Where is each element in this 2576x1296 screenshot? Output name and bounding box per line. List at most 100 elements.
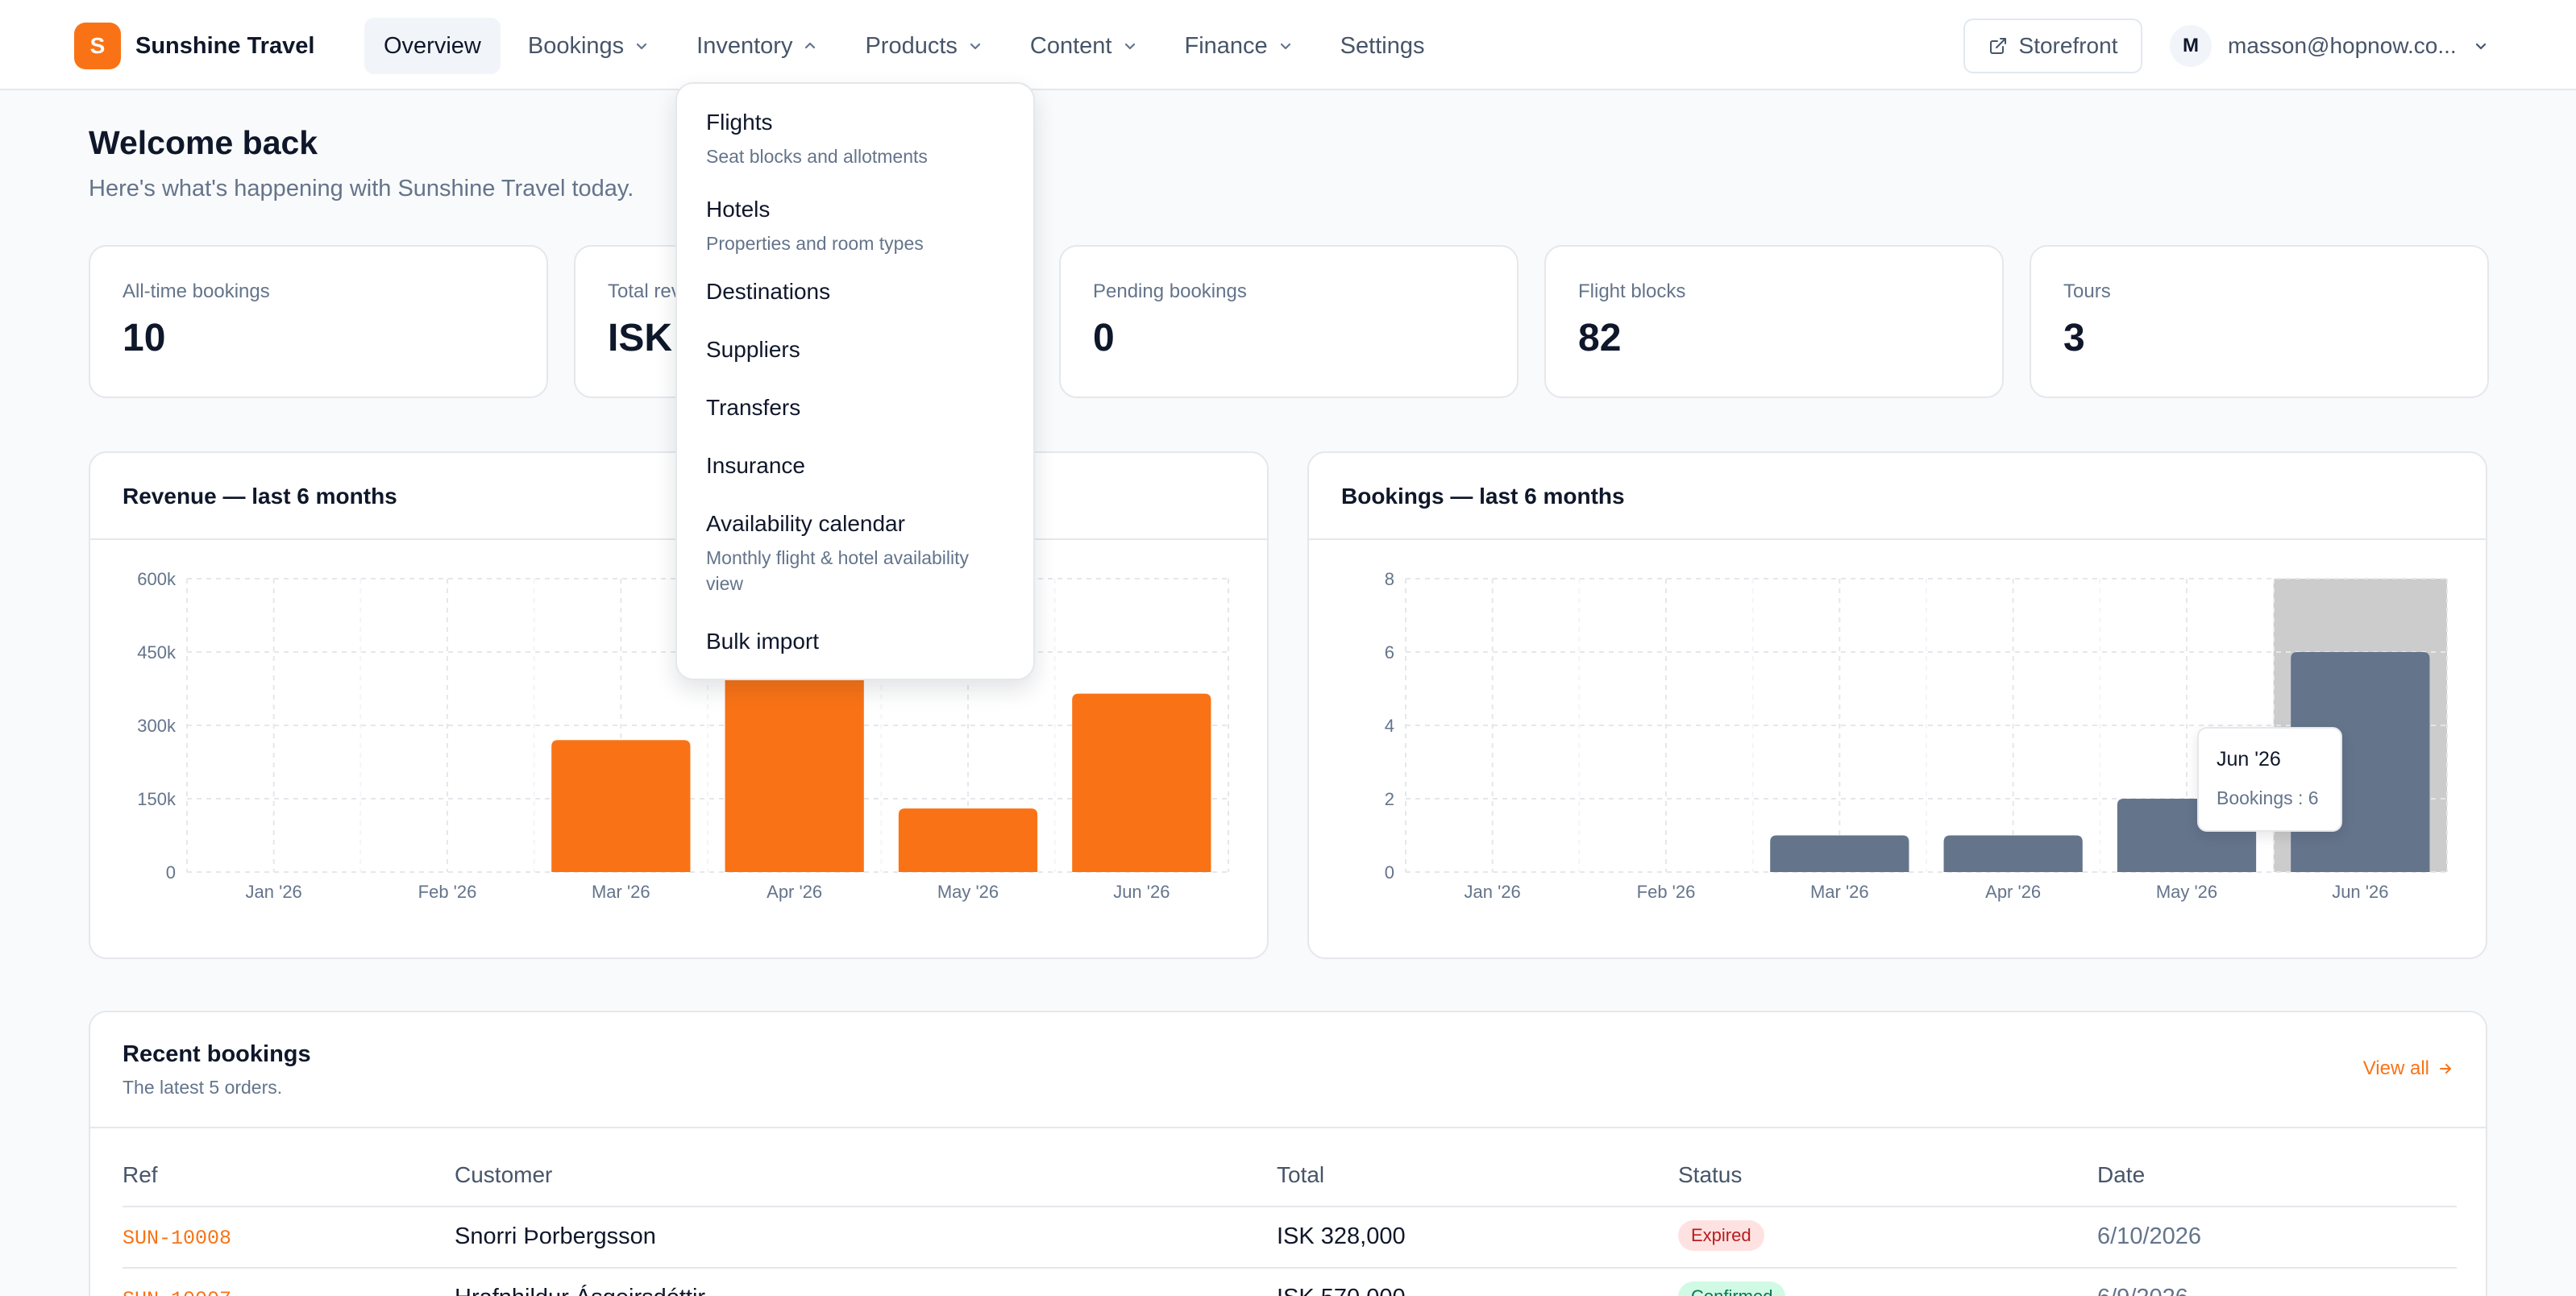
- nav-item-content[interactable]: Content: [1011, 18, 1157, 74]
- bookings-chart-title: Bookings — last 6 months: [1309, 453, 2486, 540]
- view-all-label: View all: [2362, 1057, 2429, 1079]
- table-row[interactable]: SUN-10008 Snorri Þorbergsson ISK 328,000 Ex…: [123, 1207, 2457, 1269]
- bar-jun-26[interactable]: [1072, 693, 1211, 872]
- y-tick-label: 150k: [137, 789, 177, 809]
- y-tick-label: 300k: [137, 716, 177, 736]
- y-tick-label: 6: [1385, 642, 1394, 663]
- nav-item-overview[interactable]: Overview: [364, 18, 501, 74]
- avatar: M: [2170, 25, 2212, 67]
- menu-item-title: Transfers: [706, 395, 801, 420]
- x-tick-label: Feb '26: [1637, 882, 1696, 902]
- nav-item-bookings[interactable]: Bookings: [509, 18, 669, 74]
- total-cell: ISK 328,000: [1277, 1223, 1406, 1249]
- menu-item-hotels[interactable]: Hotels Properties and room types: [706, 197, 1004, 256]
- x-tick-label: Jan '26: [1465, 882, 1521, 902]
- stat-value: 82: [1578, 317, 1622, 359]
- menu-item-description: Monthly flight & hotel availability view: [706, 547, 969, 594]
- nav-item-label: Products: [865, 32, 958, 59]
- menu-item-title: Bulk import: [706, 629, 820, 654]
- menu-item-insurance[interactable]: Insurance: [706, 453, 805, 479]
- bar-apr-26[interactable]: [1943, 835, 2083, 873]
- stat-value: 0: [1093, 317, 1115, 359]
- total-cell: ISK 570,000: [1277, 1285, 1406, 1296]
- nav-item-finance[interactable]: Finance: [1165, 18, 1313, 74]
- column-header-total: Total: [1277, 1162, 1325, 1187]
- view-all-link[interactable]: View all: [2363, 1057, 2453, 1080]
- tooltip-value: Bookings : 6: [2217, 787, 2319, 808]
- chart-tooltip: Jun '26 Bookings : 6: [2197, 727, 2342, 832]
- user-menu[interactable]: M masson@hopnow.co...: [2170, 23, 2489, 69]
- bar-mar-26[interactable]: [551, 740, 691, 872]
- customer-cell: Hrafnhildur Ásgeirsdóttir: [455, 1285, 705, 1296]
- x-tick-label: Apr '26: [1985, 882, 2041, 902]
- menu-item-title: Flights: [706, 110, 773, 135]
- stat-value: 10: [123, 317, 166, 359]
- page-title: Welcome back: [89, 124, 318, 161]
- y-tick-label: 450k: [137, 642, 177, 663]
- y-tick-label: 2: [1385, 789, 1394, 809]
- menu-item-transfers[interactable]: Transfers: [706, 395, 800, 421]
- y-tick-label: 0: [1385, 862, 1394, 883]
- y-tick-label: 4: [1385, 716, 1394, 736]
- table-row[interactable]: SUN-10007 Hrafnhildur Ásgeirsdóttir ISK 57…: [123, 1269, 2457, 1296]
- stat-card-flight-blocks: Flight blocks 82: [1544, 245, 2004, 398]
- brand-logo: S: [74, 23, 121, 69]
- chevron-down-icon: [970, 43, 981, 50]
- column-header-customer: Customer: [455, 1162, 553, 1187]
- bar-may-26[interactable]: [898, 808, 1038, 872]
- table-header-row: Ref Customer Total Status Date: [123, 1128, 2457, 1207]
- chevron-down-icon: [1280, 43, 1290, 50]
- menu-item-title: Destinations: [706, 279, 831, 304]
- y-tick-label: 0: [166, 862, 176, 883]
- inventory-dropdown-menu: Flights Seat blocks and allotments Hotels P…: [675, 82, 1035, 680]
- x-tick-label: Feb '26: [418, 882, 477, 902]
- menu-item-title: Availability calendar: [706, 511, 905, 536]
- stat-label: Tours: [2063, 280, 2111, 302]
- x-tick-label: Mar '26: [592, 882, 650, 902]
- x-tick-label: Mar '26: [1810, 882, 1869, 902]
- storefront-button[interactable]: Storefront: [1963, 19, 2142, 73]
- bookings-table: Ref Customer Total Status Date SUN-10008 Snorr…: [123, 1128, 2457, 1296]
- chevron-up-icon: [805, 42, 816, 49]
- nav-item-label: Finance: [1184, 32, 1268, 59]
- recent-bookings-header: Recent bookings The latest 5 orders. Vie…: [90, 1012, 2486, 1128]
- customer-cell: Snorri Þorbergsson: [455, 1223, 656, 1249]
- external-link-icon: [1989, 38, 2006, 54]
- status-badge: Expired: [1678, 1220, 1764, 1251]
- nav-item-label: Settings: [1340, 32, 1425, 59]
- stat-label: Flight blocks: [1578, 280, 1686, 302]
- nav-item-inventory[interactable]: Inventory: [677, 18, 837, 74]
- recent-bookings-subtitle: The latest 5 orders.: [123, 1077, 283, 1098]
- bar-mar-26[interactable]: [1770, 835, 1909, 873]
- page-subtitle: Here's what's happening with Sunshine Tr…: [89, 176, 634, 201]
- date-cell: 6/9/2026: [2097, 1285, 2188, 1296]
- x-tick-label: May '26: [2156, 882, 2217, 902]
- menu-item-destinations[interactable]: Destinations: [706, 279, 830, 305]
- brand-name: Sunshine Travel: [135, 32, 315, 59]
- booking-ref-link[interactable]: SUN-10008: [123, 1227, 232, 1250]
- menu-item-title: Suppliers: [706, 337, 800, 362]
- booking-ref-link[interactable]: SUN-10007: [123, 1288, 231, 1296]
- bookings-chart-card: Bookings — last 6 months 0 2 4 6 8 Jan '26 Feb…: [1307, 451, 2487, 959]
- brand[interactable]: S Sunshine Travel: [74, 23, 314, 69]
- stat-label: Pending bookings: [1093, 280, 1247, 302]
- x-tick-label: Jan '26: [246, 882, 302, 902]
- x-tick-label: Apr '26: [767, 882, 822, 902]
- menu-item-title: Hotels: [706, 197, 771, 222]
- nav-item-products[interactable]: Products: [846, 18, 1002, 74]
- menu-item-availability-calendar[interactable]: Availability calendar Monthly flight & ho…: [706, 511, 1004, 596]
- date-cell: 6/10/2026: [2097, 1223, 2202, 1249]
- menu-item-bulk-import[interactable]: Bulk import: [706, 629, 819, 654]
- menu-item-flights[interactable]: Flights Seat blocks and allotments: [706, 110, 1004, 169]
- storefront-label: Storefront: [2018, 33, 2118, 58]
- arrow-right-icon: [2440, 1064, 2451, 1074]
- y-tick-label: 8: [1385, 569, 1394, 589]
- menu-item-title: Insurance: [706, 453, 805, 478]
- x-tick-label: Jun '26: [1113, 882, 1170, 902]
- x-tick-label: May '26: [937, 882, 999, 902]
- menu-item-suppliers[interactable]: Suppliers: [706, 337, 800, 363]
- nav-item-label: Overview: [384, 32, 481, 59]
- nav-item-settings[interactable]: Settings: [1321, 18, 1444, 74]
- column-header-date: Date: [2097, 1162, 2146, 1187]
- nav-item-label: Bookings: [527, 32, 625, 59]
